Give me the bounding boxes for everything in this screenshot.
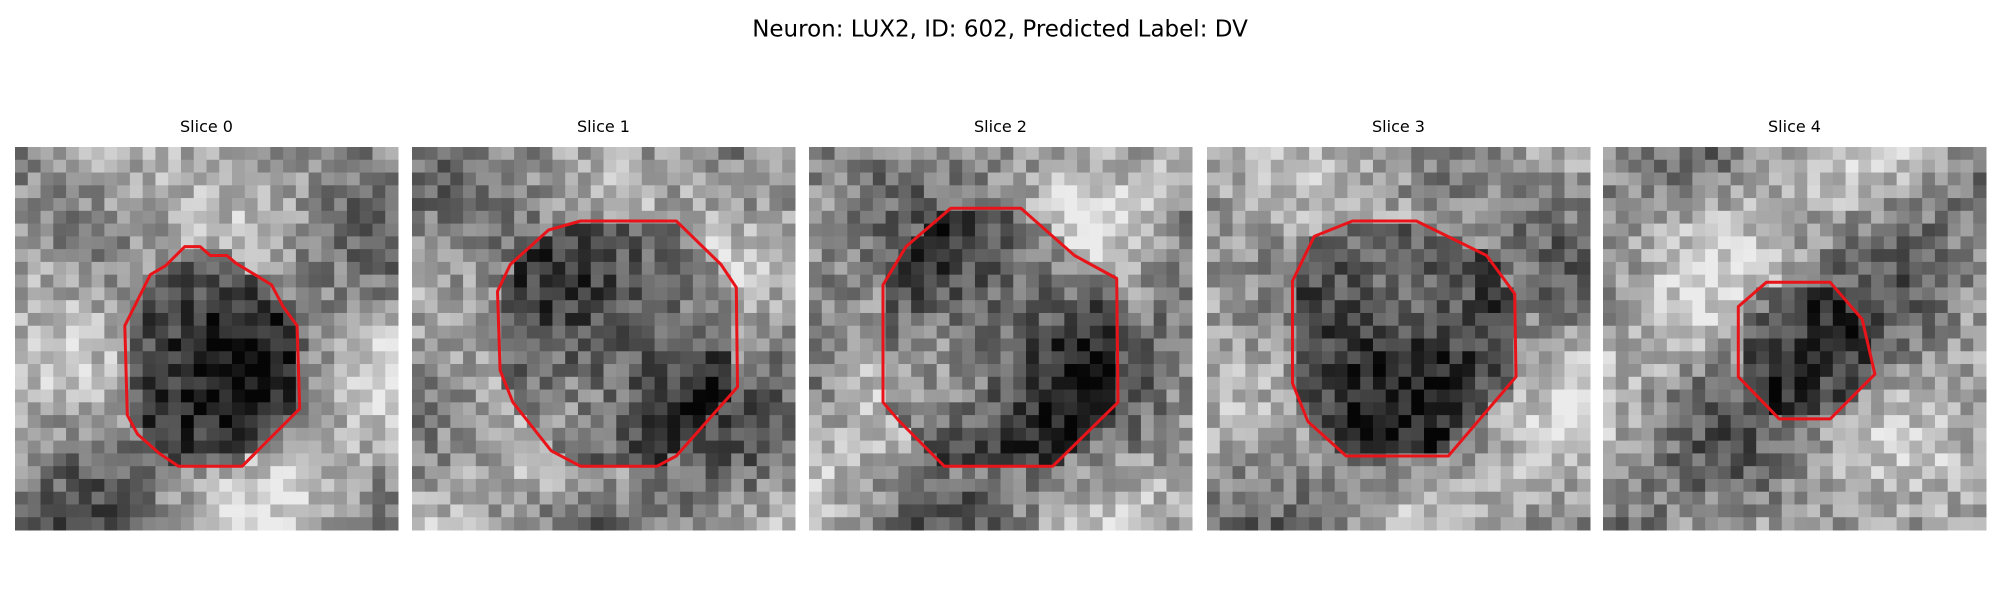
slice-image — [809, 147, 1193, 531]
slice-image — [1603, 147, 1987, 531]
slice-panel: Slice 1 — [412, 117, 796, 531]
slice-image — [15, 147, 399, 531]
panel-title: Slice 1 — [577, 117, 630, 136]
slice-image — [1207, 147, 1591, 531]
contour — [1291, 219, 1518, 458]
slice-panel: Slice 2 — [809, 117, 1193, 531]
slice-panel: Slice 0 — [15, 117, 399, 531]
slice-image — [412, 147, 796, 531]
panel-title: Slice 3 — [1372, 117, 1425, 136]
panel-title: Slice 0 — [180, 117, 233, 136]
contour — [1736, 280, 1877, 421]
slice-panel: Slice 4 — [1603, 117, 1987, 531]
contour — [123, 245, 302, 468]
panel-title: Slice 2 — [974, 117, 1027, 136]
panel-title: Slice 4 — [1768, 117, 1821, 136]
contour — [881, 206, 1120, 468]
contour — [496, 219, 739, 468]
slice-panel: Slice 3 — [1207, 117, 1591, 531]
figure-title: Neuron: LUX2, ID: 602, Predicted Label: … — [752, 17, 1248, 43]
